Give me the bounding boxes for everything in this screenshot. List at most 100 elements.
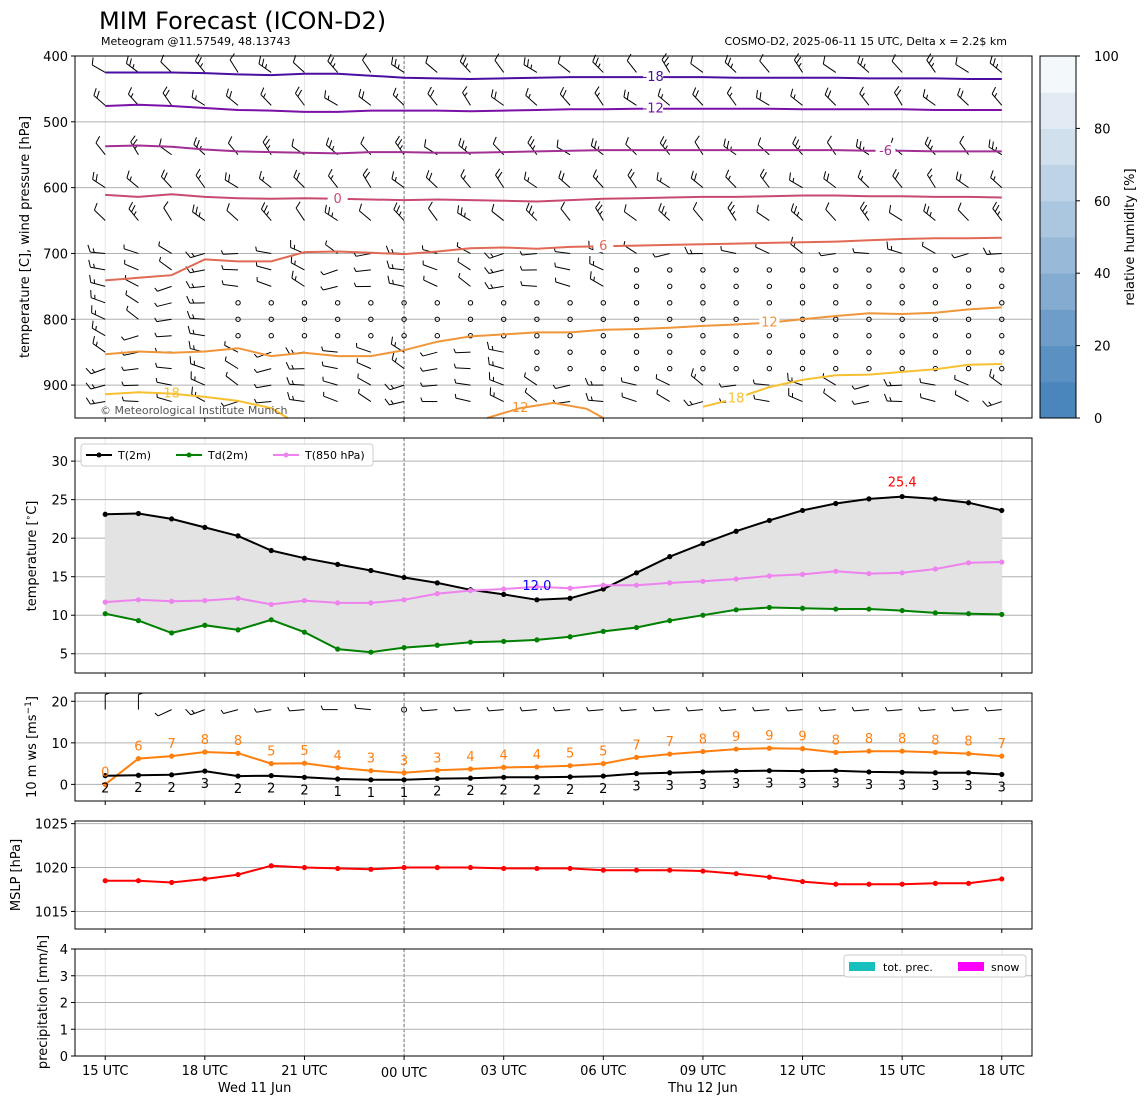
calm-wind-marker bbox=[667, 300, 673, 306]
series-line-t2m-point bbox=[135, 510, 142, 517]
series-line-gusts-point bbox=[401, 770, 407, 776]
series-line-speed-point bbox=[600, 773, 606, 779]
isotherm-label-bg bbox=[643, 100, 664, 115]
wind-barb bbox=[422, 260, 438, 271]
figure-subtitle-model: COSMO-D2, 2025-06-11 15 UTC, Delta x = 2… bbox=[724, 35, 1007, 48]
series-line-t2m-point bbox=[434, 580, 440, 586]
wind-barb bbox=[154, 709, 172, 717]
wind-barb bbox=[95, 135, 106, 156]
calm-wind-marker bbox=[368, 316, 374, 322]
calm-wind-marker bbox=[799, 300, 806, 306]
y-tick-label: 3 bbox=[60, 970, 68, 985]
series-line-mslp-point bbox=[899, 881, 905, 887]
wind-barb bbox=[488, 372, 504, 386]
wind-barb bbox=[558, 170, 571, 189]
wind-barb bbox=[959, 135, 969, 156]
series-line-t2m-point bbox=[567, 595, 573, 601]
wind-barb bbox=[154, 302, 172, 307]
wind-barb bbox=[652, 252, 670, 258]
series-line-speed-point bbox=[932, 770, 938, 776]
wind-barb bbox=[154, 332, 172, 338]
speed-value-label: 3 bbox=[699, 778, 707, 793]
wind-barb bbox=[125, 290, 139, 304]
gust-value-label: 8 bbox=[898, 732, 906, 747]
speed-value-label: 3 bbox=[865, 778, 873, 793]
wind-barb bbox=[620, 377, 637, 386]
humidity-field bbox=[75, 56, 1032, 418]
wind-barb bbox=[121, 366, 139, 371]
calm-wind-marker bbox=[866, 316, 872, 322]
series-line-t850hpa-point bbox=[667, 580, 673, 586]
calm-wind-marker bbox=[999, 365, 1005, 372]
wind-barb bbox=[91, 305, 106, 320]
calm-wind-marker bbox=[301, 333, 308, 339]
wind-barb bbox=[324, 204, 338, 221]
calm-wind-marker bbox=[534, 365, 540, 372]
calm-wind-marker bbox=[833, 283, 839, 290]
y-tick-label: 800 bbox=[43, 313, 68, 328]
wind-barb bbox=[793, 53, 803, 73]
wind-barb bbox=[525, 87, 538, 106]
series-line-mslp-point bbox=[534, 865, 540, 872]
series-line-gusts-point bbox=[202, 749, 208, 755]
gust-value-label: 4 bbox=[334, 749, 342, 764]
series-line-gusts-point bbox=[600, 761, 606, 767]
speed-value-label: 2 bbox=[500, 783, 508, 798]
series-line-t850hpa-point bbox=[335, 600, 341, 606]
calm-wind-marker bbox=[334, 333, 341, 339]
calm-wind-marker bbox=[766, 349, 773, 355]
series-line-speed-point bbox=[467, 775, 474, 781]
wind-barb bbox=[484, 267, 504, 275]
series-line-t850hpa-point bbox=[534, 584, 540, 590]
wind-barb bbox=[886, 241, 903, 254]
series-line-gusts-point bbox=[833, 749, 839, 756]
wind-barb bbox=[683, 399, 704, 407]
wind-barb bbox=[322, 376, 338, 386]
wind-barb bbox=[554, 277, 571, 287]
gust-value-label: 5 bbox=[599, 745, 607, 760]
wind-barb bbox=[454, 393, 471, 403]
series-line-gusts-point bbox=[700, 748, 706, 755]
calm-wind-marker bbox=[766, 300, 773, 306]
wind-barb bbox=[356, 358, 372, 370]
wind-barb bbox=[229, 53, 239, 73]
gust-value-label: 7 bbox=[167, 737, 175, 752]
wind-barb bbox=[294, 86, 305, 106]
calm-wind-marker bbox=[700, 365, 706, 372]
wind-barb bbox=[287, 706, 305, 712]
wind-barb bbox=[586, 706, 604, 712]
wind-barb bbox=[185, 251, 205, 259]
series-line-t850hpa-point bbox=[135, 597, 142, 603]
calm-wind-marker bbox=[899, 349, 905, 355]
series-line-td2m-point bbox=[534, 637, 540, 643]
wind-barb bbox=[584, 377, 604, 386]
y-tick-label: 1015 bbox=[35, 905, 68, 920]
colorbar-cell bbox=[1040, 237, 1076, 274]
x-tick-label: 18 UTC bbox=[182, 1064, 228, 1079]
x-tick-label: 09 UTC bbox=[680, 1064, 726, 1079]
wind-barb bbox=[320, 285, 338, 291]
colorbar-cell bbox=[1040, 345, 1076, 383]
wind-barb bbox=[955, 56, 969, 73]
series-line-td2m-point bbox=[667, 618, 673, 624]
isotherm-line bbox=[702, 363, 1002, 408]
calm-wind-marker bbox=[733, 316, 739, 322]
wind-barb bbox=[194, 53, 206, 73]
legend-swatch-total-precip bbox=[849, 962, 875, 971]
wind-barb bbox=[519, 250, 537, 256]
speed-value-label: 2 bbox=[599, 782, 607, 797]
isotherm-label: 18 bbox=[728, 391, 745, 406]
gust-value-label: 8 bbox=[865, 732, 873, 747]
calm-wind-marker bbox=[833, 316, 839, 322]
wind-barb bbox=[391, 171, 405, 189]
wind-barb bbox=[525, 202, 538, 221]
wind-barb bbox=[391, 352, 405, 370]
calm-wind-marker bbox=[999, 316, 1005, 322]
series-line-gusts-point bbox=[733, 746, 739, 752]
calm-wind-marker bbox=[567, 316, 573, 322]
speed-value-label: 3 bbox=[898, 778, 906, 793]
speed-value-label: 3 bbox=[765, 777, 773, 792]
wind-barb bbox=[155, 377, 172, 386]
series-line-t850hpa-point bbox=[733, 576, 739, 582]
mslp-grid bbox=[75, 821, 1032, 929]
